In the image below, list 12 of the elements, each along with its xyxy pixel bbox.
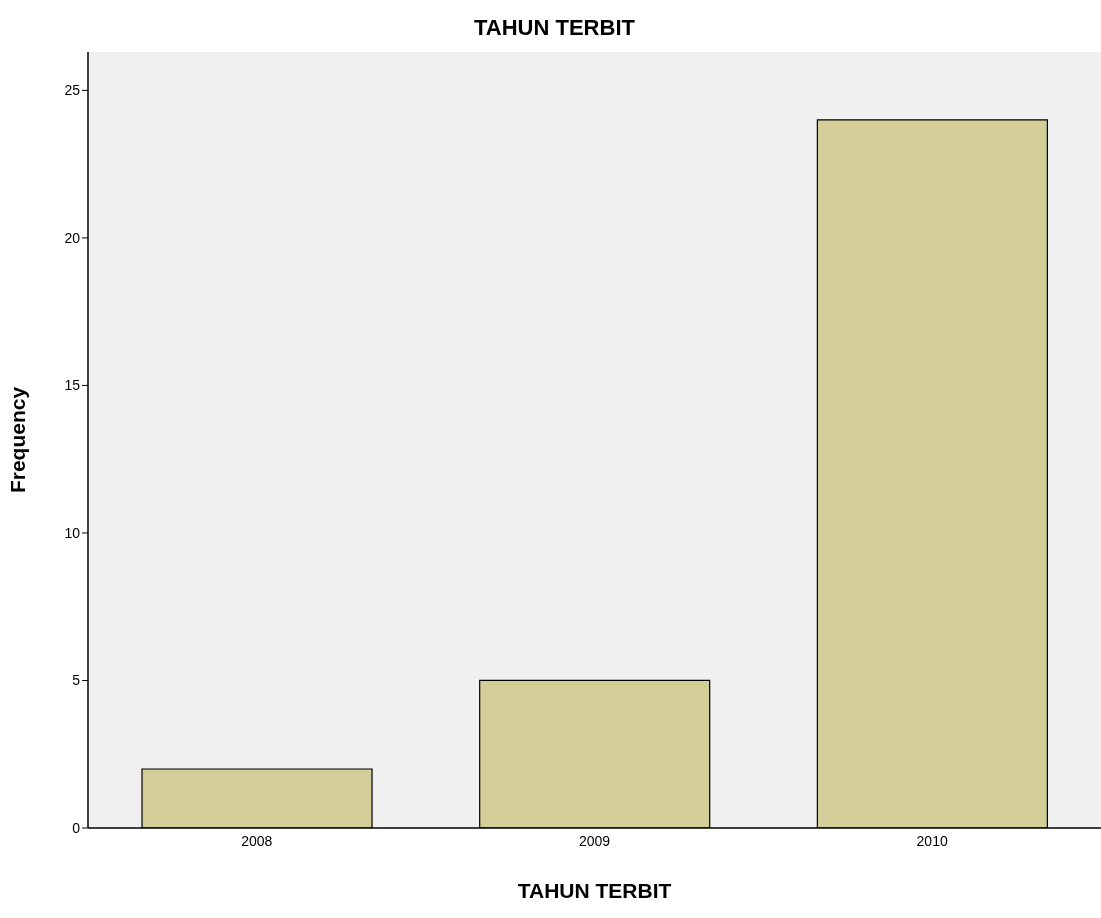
- y-tick-label: 0: [72, 819, 81, 836]
- x-tick-label: 2008: [241, 832, 273, 849]
- chart-title: TAHUN TERBIT: [473, 14, 636, 42]
- x-tick-label: 2009: [578, 832, 611, 849]
- x-axis-title: TAHUN TERBIT: [517, 879, 672, 902]
- y-tick-label: 15: [64, 377, 81, 394]
- y-tick-label: 20: [64, 229, 81, 246]
- y-axis-title: Frequency: [6, 386, 30, 494]
- x-tick-label: 2010: [916, 832, 948, 849]
- y-tick-label: 25: [64, 82, 81, 99]
- y-tick-label: 5: [72, 672, 81, 689]
- y-tick-label: 10: [64, 524, 81, 541]
